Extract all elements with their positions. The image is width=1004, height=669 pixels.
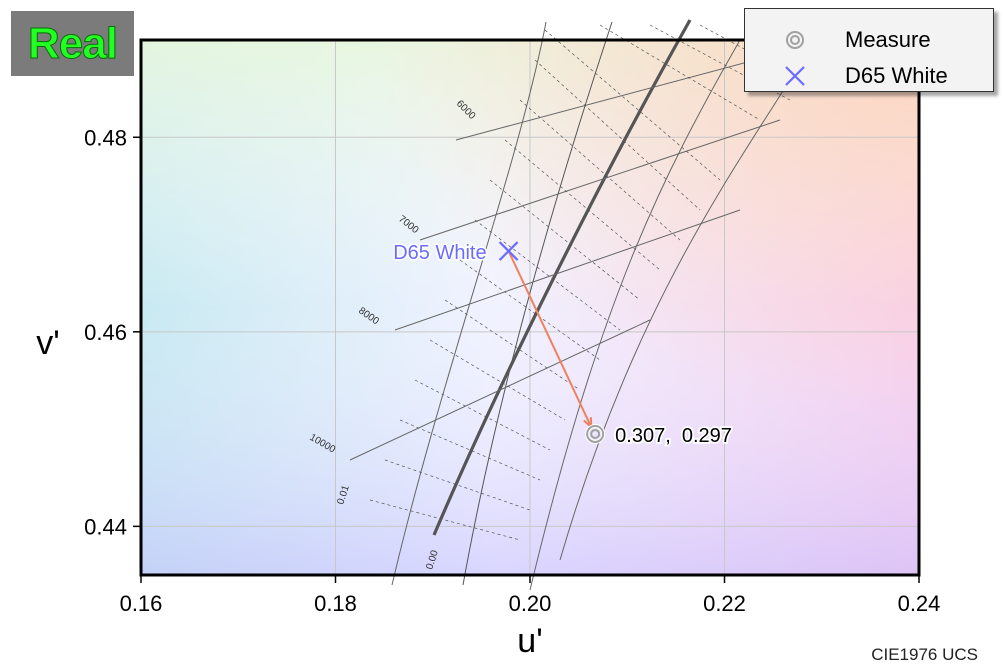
legend-item-d65-white: D65 White bbox=[745, 58, 993, 94]
real-badge: Real bbox=[11, 11, 134, 76]
x-axis-ticks: 0.16 0.18 0.20 0.22 0.24 bbox=[120, 575, 941, 616]
data-marks: D65 White 0.307, 0.297 bbox=[392, 241, 734, 449]
x-tick-label: 0.22 bbox=[703, 591, 746, 616]
real-badge-label: Real bbox=[28, 18, 119, 68]
y-axis-ticks: 0.44 0.46 0.48 bbox=[84, 125, 141, 539]
x-tick-label: 0.16 bbox=[120, 591, 163, 616]
x-marker-icon bbox=[785, 66, 805, 86]
y-tick-label: 0.44 bbox=[84, 514, 127, 539]
x-tick-label: 0.24 bbox=[898, 591, 941, 616]
legend-label-d65-white: D65 White bbox=[845, 63, 948, 88]
measure-point-inner bbox=[590, 428, 601, 439]
y-axis-title: v' bbox=[36, 324, 60, 362]
chart-footer-label: CIE1976 UCS bbox=[871, 645, 978, 664]
legend: Measure D65 White bbox=[744, 8, 994, 92]
x-tick-label: 0.20 bbox=[509, 591, 552, 616]
y-tick-label: 0.46 bbox=[84, 320, 127, 345]
x-axis-title: u' bbox=[517, 622, 542, 660]
y-tick-label: 0.48 bbox=[84, 125, 127, 150]
measure-point-label: 0.307, 0.297 bbox=[615, 425, 732, 447]
d65-white-point bbox=[498, 241, 519, 261]
measure-point bbox=[586, 424, 605, 443]
d65-white-label: D65 White bbox=[393, 242, 486, 264]
legend-label-measure: Measure bbox=[845, 27, 931, 52]
x-tick-label: 0.18 bbox=[314, 591, 357, 616]
legend-item-measure: Measure bbox=[745, 22, 993, 58]
ring-marker-icon bbox=[786, 31, 804, 49]
shift-arrow-line bbox=[507, 250, 593, 428]
